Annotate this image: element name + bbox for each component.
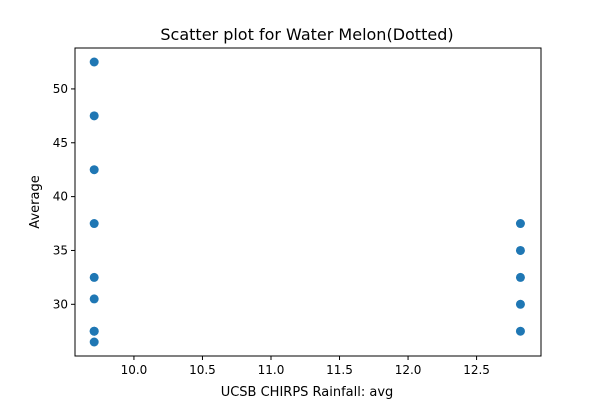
data-point (89, 294, 99, 304)
data-point (515, 299, 525, 309)
chart-title: Scatter plot for Water Melon(Dotted) (160, 25, 453, 44)
x-tick-label: 11.5 (326, 363, 353, 377)
y-axis: 30 35 40 45 50 (53, 82, 75, 311)
data-point (89, 111, 99, 121)
y-tick-label: 35 (53, 243, 68, 257)
y-axis-label: Average (28, 175, 43, 228)
y-tick-label: 45 (53, 136, 68, 150)
data-point (515, 245, 525, 255)
y-tick-label: 50 (53, 82, 68, 96)
x-tick-label: 12.0 (395, 363, 422, 377)
x-tick-label: 10.0 (121, 363, 148, 377)
x-tick-label: 12.5 (463, 363, 490, 377)
x-tick-label: 10.5 (189, 363, 216, 377)
data-point (89, 219, 99, 229)
plot-area (89, 57, 525, 347)
y-tick-label: 40 (53, 190, 68, 204)
data-point (89, 272, 99, 282)
plot-frame (74, 47, 542, 357)
data-point (89, 57, 99, 67)
data-point (515, 272, 525, 282)
data-point (89, 165, 99, 175)
x-axis: 10.0 10.5 11.0 11.5 12.0 12.5 (121, 356, 490, 377)
x-tick-label: 11.0 (258, 363, 285, 377)
data-point (89, 326, 99, 336)
x-axis-label: UCSB CHIRPS Rainfall: avg (221, 385, 394, 400)
data-point (89, 337, 99, 347)
y-tick-label: 30 (53, 297, 68, 311)
data-point (515, 326, 525, 336)
data-point (515, 219, 525, 229)
